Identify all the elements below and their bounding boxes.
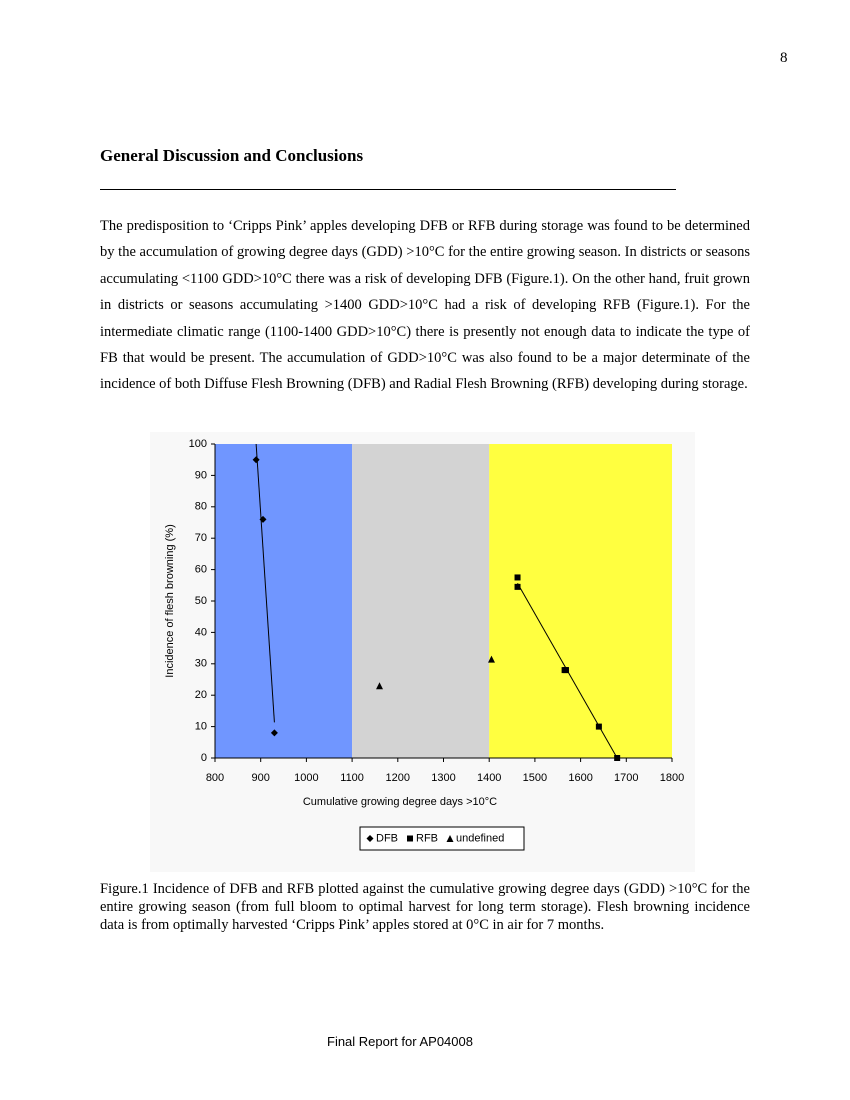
- point: [595, 723, 602, 730]
- y-axis-title: Incidence of flesh browning (%): [164, 524, 176, 677]
- heading: General Discussion and Conclusions: [100, 146, 364, 165]
- region: [215, 444, 353, 758]
- x-tick-label: 1800: [660, 772, 684, 784]
- point: [252, 456, 260, 464]
- region: [489, 444, 672, 758]
- x-tick-label: 1000: [294, 772, 318, 784]
- trendline: [255, 443, 275, 723]
- legend-label: undefined: [456, 832, 504, 844]
- legend-marker: [407, 835, 413, 842]
- x-tick-label: 1400: [477, 772, 501, 784]
- caption: Figure.1 Incidence of DFB and RFB plotte…: [100, 881, 750, 933]
- region: [352, 444, 490, 758]
- point: [614, 755, 621, 761]
- legend-label: DFB: [376, 832, 398, 844]
- y-tick-label: 30: [195, 658, 207, 670]
- chart: Cumulative growing degree days >10°C Inc…: [150, 432, 695, 872]
- x-tick-label: 1100: [340, 772, 364, 784]
- x-tick-label: 800: [206, 772, 224, 784]
- legend: DFB RFB undefined: [359, 826, 525, 851]
- y-tick-label: 50: [195, 595, 207, 607]
- point: [270, 729, 278, 737]
- y-tick-label: 40: [195, 626, 207, 638]
- y-tick-label: 0: [201, 752, 207, 764]
- y-tick-label: 10: [195, 721, 207, 733]
- point: [487, 655, 495, 663]
- x-tick-label: 1200: [386, 772, 410, 784]
- x-tick-label: 1300: [431, 772, 455, 784]
- point: [514, 583, 521, 590]
- y-tick-label: 60: [195, 564, 207, 576]
- page-number: 8: [780, 50, 788, 66]
- paragraph: The predisposition to ‘Cripps Pink’ appl…: [100, 218, 750, 393]
- point: [259, 515, 267, 523]
- y-tick-label: 20: [195, 689, 207, 701]
- legend-marker: [446, 835, 454, 842]
- legend-box: [359, 826, 525, 851]
- y-tick-label: 100: [189, 438, 207, 450]
- point: [376, 682, 384, 690]
- x-tick-label: 900: [252, 772, 270, 784]
- x-tick-label: 1500: [523, 772, 547, 784]
- legend-marker: [366, 835, 374, 842]
- x-tick-label: 1700: [614, 772, 638, 784]
- rule: [100, 189, 676, 190]
- point: [514, 574, 521, 581]
- y-tick-label: 70: [195, 532, 207, 544]
- footer: Final Report for AP04008: [327, 1034, 473, 1049]
- legend-label: RFB: [416, 832, 438, 844]
- y-tick-label: 80: [195, 501, 207, 513]
- point: [562, 667, 569, 674]
- y-tick-label: 90: [195, 469, 207, 481]
- x-axis-title: Cumulative growing degree days >10°C: [303, 796, 497, 808]
- x-tick-label: 1600: [568, 772, 592, 784]
